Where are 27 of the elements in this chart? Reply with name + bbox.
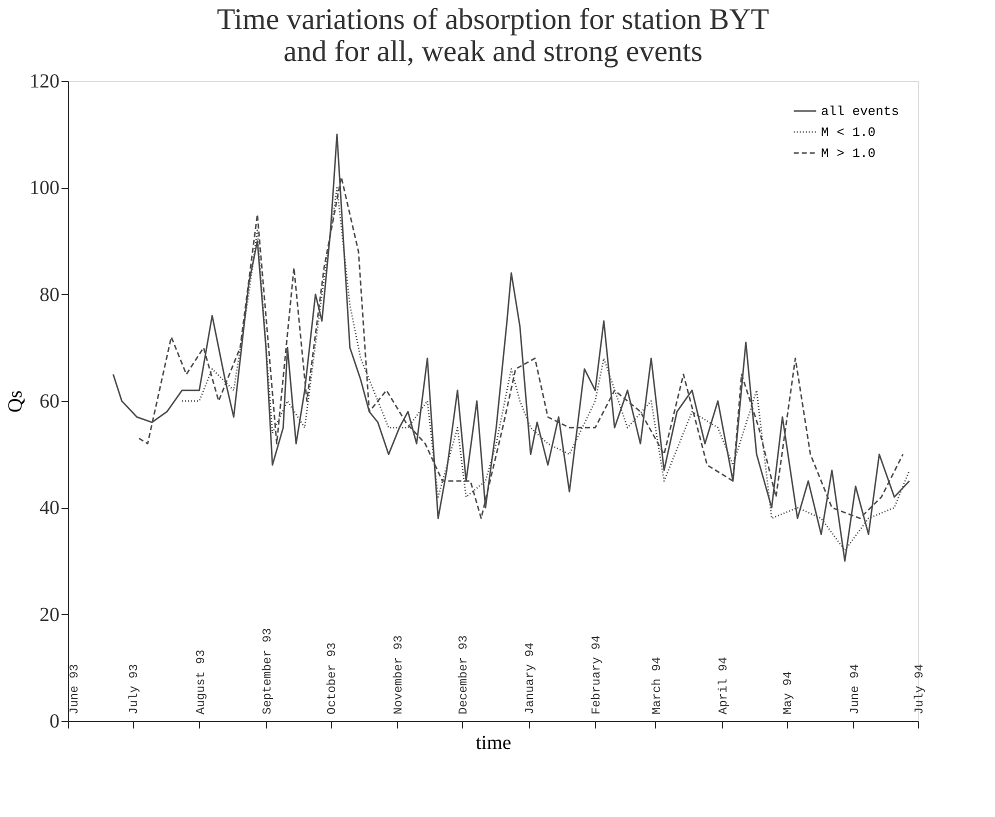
x-tick-label: July 93 (127, 664, 142, 714)
x-axis-title: time (476, 732, 512, 754)
y-tick-label: 20 (40, 604, 60, 626)
chart-title: Time variations of absorption for station BYT and for all, weak and strong events (216, 3, 770, 68)
x-tick-label: February 94 (590, 635, 604, 714)
x-tick-label: March 94 (650, 656, 664, 714)
legend-label: all events (821, 104, 900, 119)
y-tick-label: 100 (30, 177, 60, 200)
y-axis-title: Qs (4, 390, 26, 413)
x-tick-label: January 94 (523, 642, 538, 714)
legend-label: M < 1.0 (821, 125, 876, 140)
legend-label: M > 1.0 (821, 146, 876, 161)
x-tick-label: July 94 (912, 664, 926, 714)
y-tick-label: 40 (40, 497, 60, 520)
x-tick-label: August 93 (194, 650, 208, 714)
x-tick-label: June 94 (848, 664, 862, 714)
x-tick-label: June 93 (68, 664, 82, 714)
y-tick-label: 0 (50, 710, 60, 732)
y-tick-label: 120 (30, 70, 60, 92)
x-tick-label: May 94 (781, 671, 796, 714)
x-tick-label: September 93 (260, 628, 274, 714)
x-tick-label: April 94 (716, 656, 731, 714)
x-tick-label: December 93 (456, 635, 470, 714)
y-tick-label: 60 (40, 390, 60, 412)
x-tick-label: November 93 (392, 635, 406, 714)
y-tick-label: 80 (40, 284, 60, 306)
x-tick-label: October 93 (325, 642, 340, 714)
